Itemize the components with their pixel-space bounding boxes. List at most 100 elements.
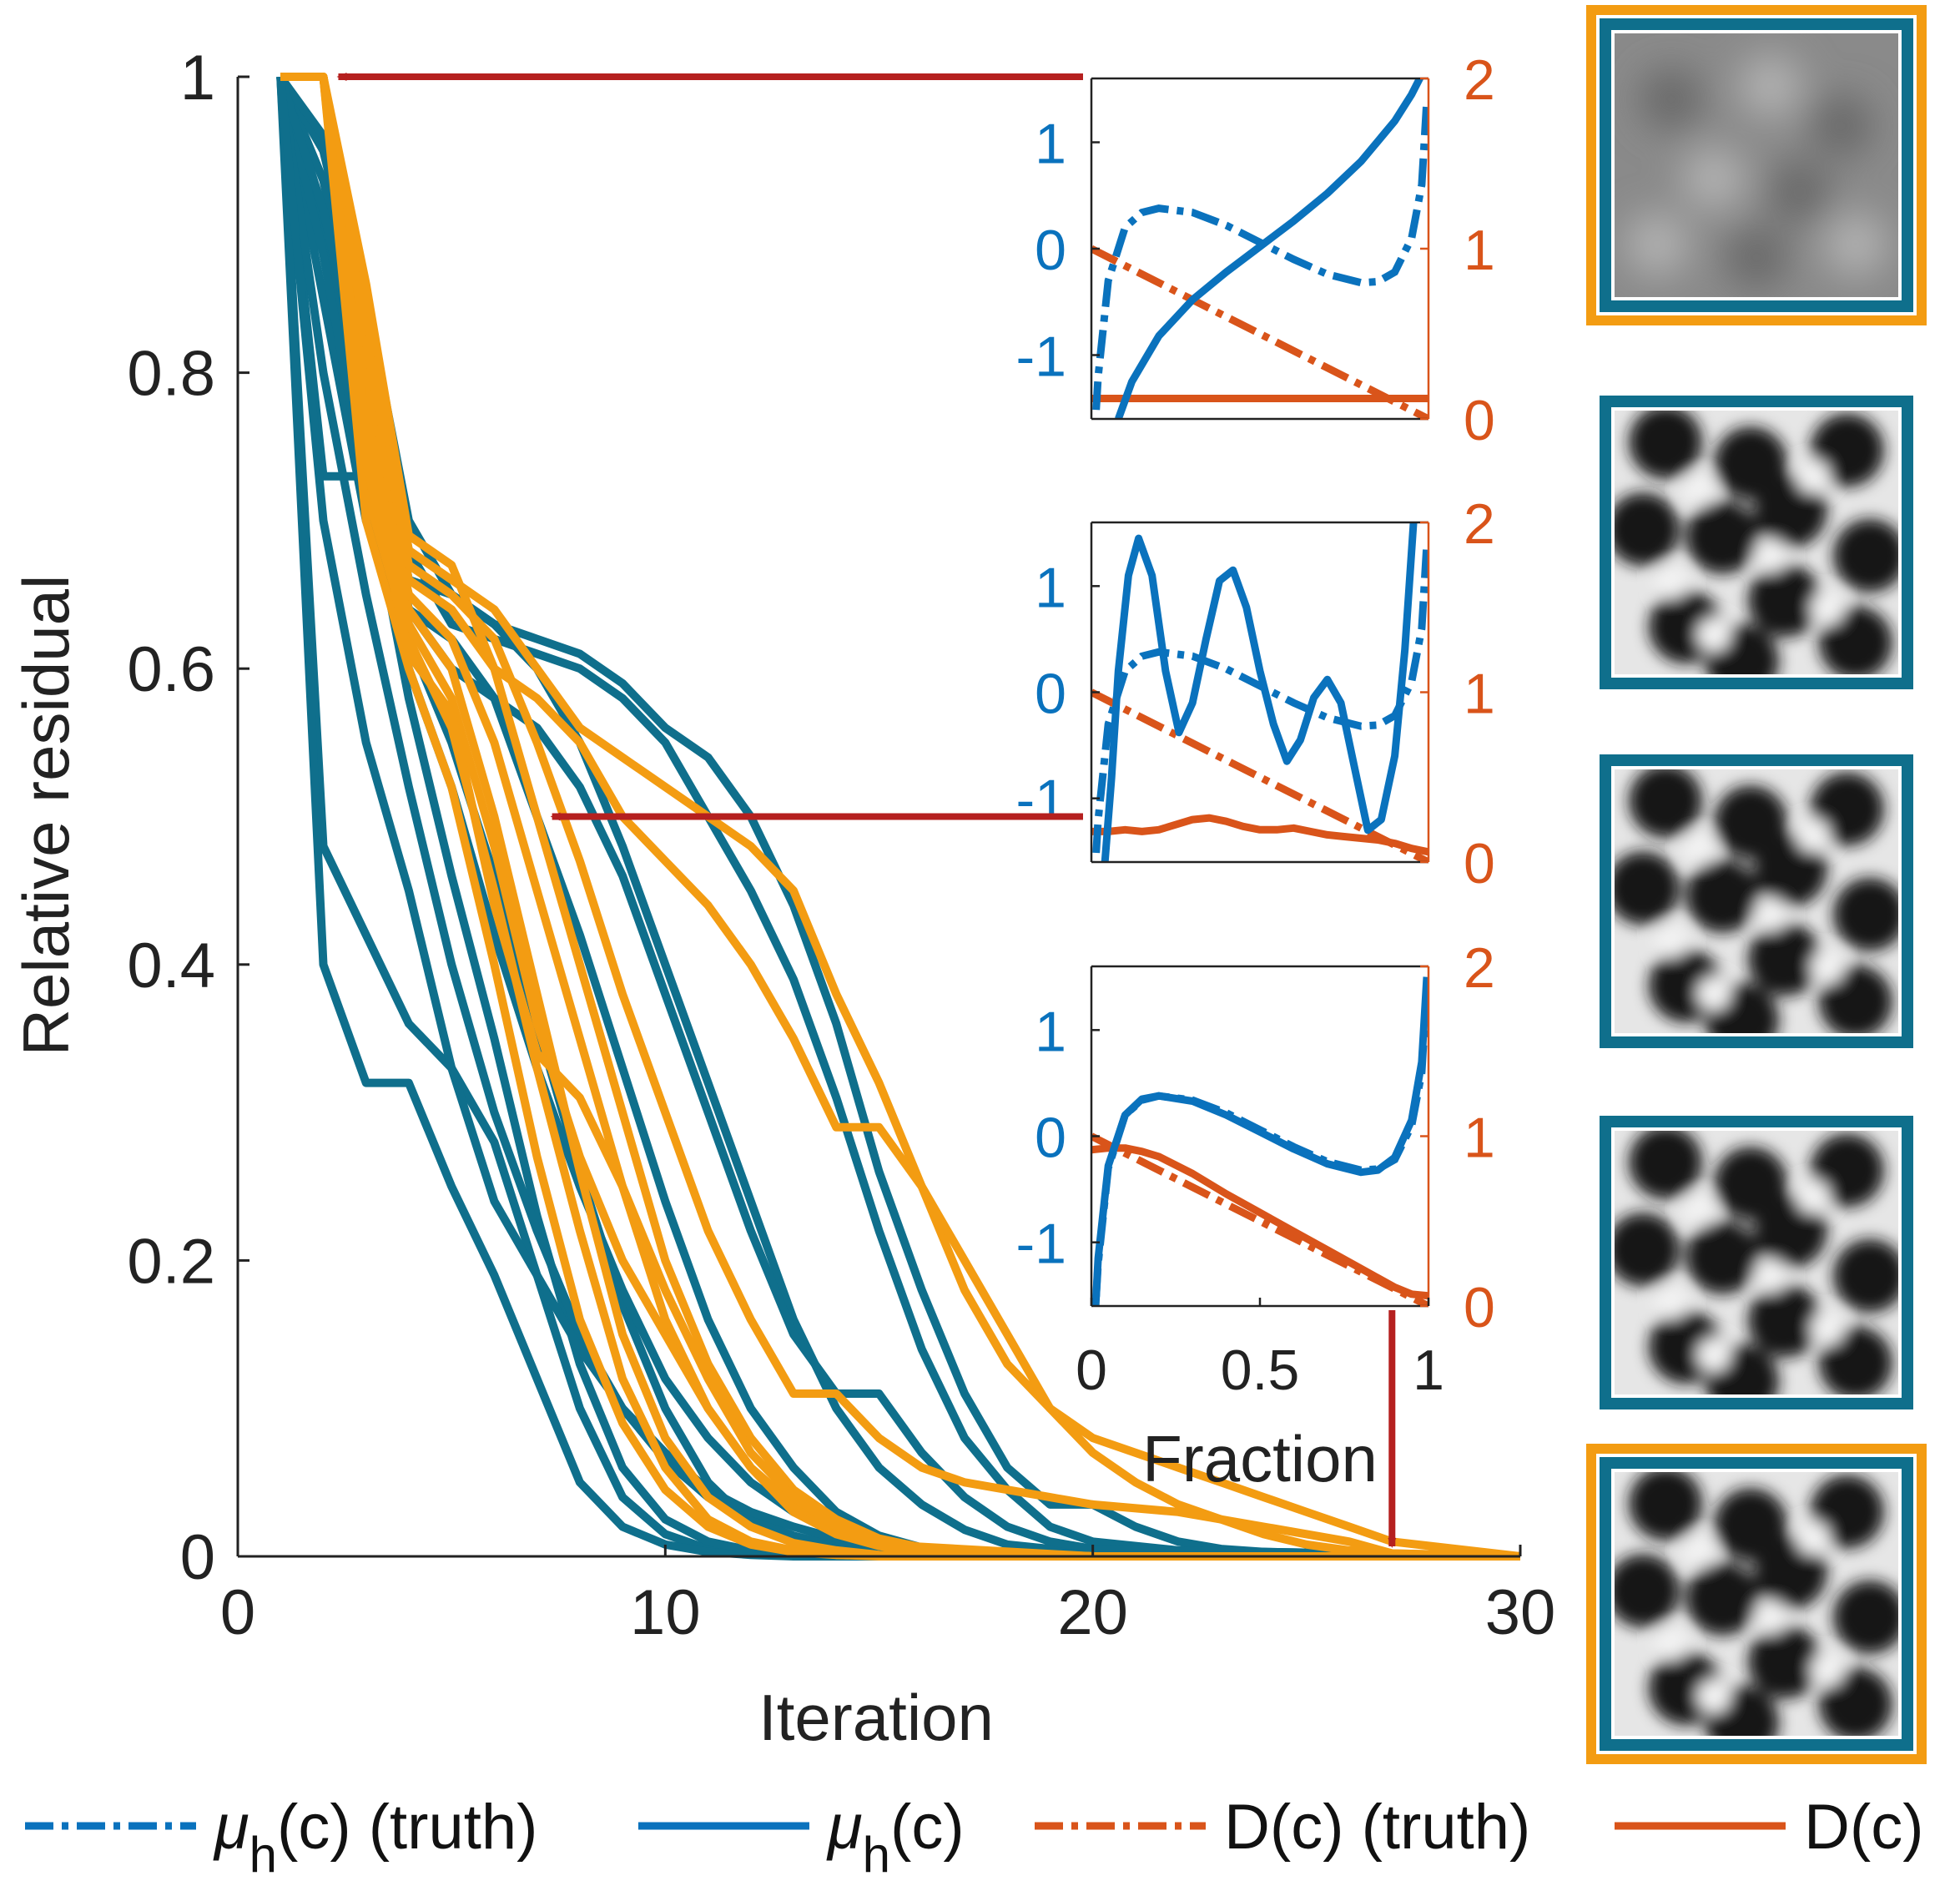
inset-plot-2: -1 0 1 0 1 2 [1016,492,1495,895]
x-axis-label: Iteration [758,1681,994,1754]
thumbnail-blob [1640,68,1703,131]
d-line [1091,1144,1428,1300]
inset-right-tick-label: 0 [1464,389,1495,452]
thumbnail-blob [1739,54,1802,119]
legend-entry-4: D(c) [1615,1792,1924,1863]
thumbnail-blob [1748,1625,1821,1699]
thumbnail-3 [1600,754,1913,1048]
thumbnail-1 [1586,5,1927,325]
thumbnail-pattern [1615,1472,1898,1736]
thumbnail-blob [1754,538,1787,572]
thumbnail-blob [1697,618,1731,652]
thumbnail-blob [1685,859,1760,933]
y-tick-label: 1 [180,43,215,113]
y-tick-label: 0 [180,1522,215,1593]
inset-lines [1091,522,1428,862]
y-tick-label: 0.6 [127,634,215,705]
thumbnail-pattern [1615,769,1898,1033]
thumbnail-frame [1600,754,1913,1048]
legend-label: D(c) (truth) [1224,1792,1530,1863]
thumbnail-blob [1683,472,1716,507]
thumbnail-blob [1697,1679,1731,1713]
inset-left-tick-label: 1 [1035,113,1066,176]
legend-subscript: h [863,1827,890,1883]
inset-right-tick-label: 1 [1464,663,1495,726]
thumbnail-blob [1824,212,1887,276]
thumbnail-5 [1586,1444,1927,1764]
inset-x-tick-label: 0 [1076,1339,1107,1402]
inset-right-tick-label: 1 [1464,1107,1495,1170]
thumbnail-blob [1796,460,1830,493]
inset-lines [1091,78,1428,419]
d-truth-line [1091,245,1428,419]
inset-left-tick-label: -1 [1016,769,1066,832]
thumbnail-blobs [1615,1472,1898,1736]
thumbnail-blob [1685,1220,1760,1294]
thumbnail-blob [1629,1131,1703,1199]
y-tick-label: 0.4 [127,930,215,1001]
thumbnail-blob [1683,1193,1716,1227]
y-tick-label: 0.8 [127,339,215,410]
thumbnail-blob [1748,563,1821,638]
legend-text: D(c) (truth) [1224,1792,1530,1863]
inset-plot-1: -1 0 1 0 1 2 [1016,48,1495,452]
y-tick-label: 0.2 [127,1226,215,1297]
thumbnail-blob [1754,1258,1787,1293]
thumbnail-blob [1810,93,1873,158]
mu-line [1101,522,1418,862]
thumbnail-blob [1810,1133,1884,1208]
thumbnail-blob [1683,1534,1716,1568]
legend-entry-1: μh(c) (truth) [25,1792,537,1883]
thumbnail-blob [1629,411,1703,479]
thumbnail-blob [1833,1580,1898,1654]
thumbnail-blob [1748,1283,1821,1358]
thumbnail-blob [1615,1554,1680,1628]
thumbnail-blob [1725,225,1788,290]
thumbnail-blob [1810,1475,1884,1549]
thumbnail-blob [1754,897,1787,931]
legend-text: (c) [890,1792,965,1863]
thumbnail-blob [1682,146,1746,210]
legend-symbol: μ [826,1792,863,1863]
inset-left-tick-label: 0 [1035,663,1066,726]
legend-label: μh(c) (truth) [213,1792,537,1883]
orange-runs-line-10 [280,73,1520,1561]
inset-left-tick-label: -1 [1016,325,1066,389]
mu-line [1115,78,1424,419]
x-tick-label: 20 [1057,1577,1128,1648]
inset-left-tick-label: -1 [1016,1213,1066,1276]
thumbnail-blobs [1615,411,1898,674]
legend-subscript: h [249,1827,277,1883]
legend-entry-3: D(c) (truth) [1035,1792,1530,1863]
thumbnail-blob [1754,1600,1787,1634]
thumbnail-blob [1819,965,1892,1033]
main-chart: 0 10 20 30 0 0.2 0.4 0.6 0.8 1 Iteration Relativ… [9,43,1555,1754]
thumbnail-blob [1833,877,1898,951]
thumbnail-blob [1697,1338,1731,1372]
thumbnail-blob [1811,592,1844,625]
inset-right-tick-label: 2 [1464,936,1495,1000]
inset-left-tick-label: 1 [1035,556,1066,619]
legend-text: D(c) [1804,1792,1924,1863]
thumbnail-blob [1833,518,1898,593]
inset-x-tick-label: 0.5 [1221,1339,1300,1402]
thumbnail-blob [1819,1326,1892,1394]
legend-symbol: μ [213,1792,249,1863]
x-ticks: 0 10 20 30 [220,1545,1555,1648]
y-axis-label: Relative residual [9,575,83,1056]
thumbnail-blob [1615,851,1680,925]
inset-right-tick-label: 0 [1464,1276,1495,1339]
thumbnail-blob [1796,819,1830,852]
thumbnail-blob [1810,772,1884,846]
thumbnail-outer-frame [1586,1444,1927,1764]
thumbnail-blobs [1615,769,1898,1033]
thumbnail-blobs [1615,1131,1898,1394]
thumbnail-blob [1683,831,1716,865]
legend-text: (c) (truth) [277,1792,537,1863]
orange-runs-line-6 [280,73,1521,1561]
legend-entry-2: μh(c) [638,1792,965,1883]
thumbnail-4 [1600,1116,1913,1409]
thumbnail-blob [1625,212,1689,276]
